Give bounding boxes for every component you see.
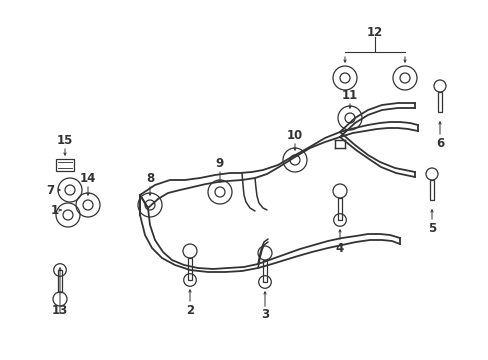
Text: 12: 12 [366, 26, 382, 39]
Text: 9: 9 [215, 157, 224, 170]
Text: 11: 11 [341, 89, 357, 102]
Bar [187, 258, 192, 280]
Bar [429, 180, 433, 200]
Text: 2: 2 [185, 303, 194, 316]
Text: 6: 6 [435, 136, 443, 149]
Bar [58, 270, 62, 292]
Text: 5: 5 [427, 221, 435, 234]
Text: 7: 7 [46, 184, 54, 197]
Text: 1: 1 [51, 203, 59, 216]
Text: 4: 4 [335, 242, 344, 255]
Text: 3: 3 [261, 309, 268, 321]
Bar [337, 198, 341, 220]
Text: 14: 14 [80, 171, 96, 185]
Text: 13: 13 [52, 303, 68, 316]
Bar [437, 92, 441, 112]
Text: 8: 8 [145, 171, 154, 185]
Bar [263, 260, 266, 282]
Text: 10: 10 [286, 129, 303, 141]
Bar [56, 159, 74, 171]
Text: 15: 15 [57, 134, 73, 147]
